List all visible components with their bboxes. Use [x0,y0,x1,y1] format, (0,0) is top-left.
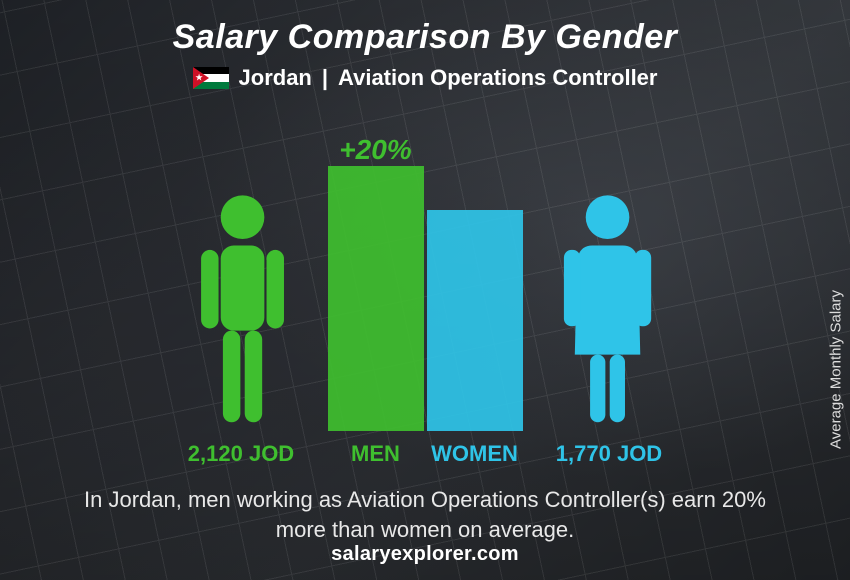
y-axis-label: Average Monthly Salary [828,290,845,449]
labels-row: 2,120 JOD MEN WOMEN 1,770 JOD [0,441,850,467]
women-label: WOMEN [425,441,524,467]
women-salary-value: 1,770 JOD [524,441,694,467]
infographic-container: Salary Comparison By Gender ★ Jordan | A… [0,0,850,580]
subtitle-row: ★ Jordan | Aviation Operations Controlle… [0,65,850,91]
separator: | [322,65,328,91]
page-title: Salary Comparison By Gender [0,0,850,57]
men-bar [328,166,424,431]
country-label: Jordan [239,65,312,91]
women-column [523,111,693,431]
bar-group: +20% [328,111,523,431]
source-footer: salaryexplorer.com [0,543,850,566]
man-icon [188,191,297,431]
men-label: MEN [326,441,425,467]
jordan-flag-icon: ★ [193,67,229,89]
women-bar [427,210,523,431]
men-column [158,111,328,431]
chart-area: +20% [75,111,775,431]
woman-icon [553,191,662,431]
men-salary-value: 2,120 JOD [156,441,326,467]
job-title-label: Aviation Operations Controller [338,65,657,91]
percent-diff-label: +20% [328,134,424,166]
description-text: In Jordan, men working as Aviation Opera… [65,485,785,544]
